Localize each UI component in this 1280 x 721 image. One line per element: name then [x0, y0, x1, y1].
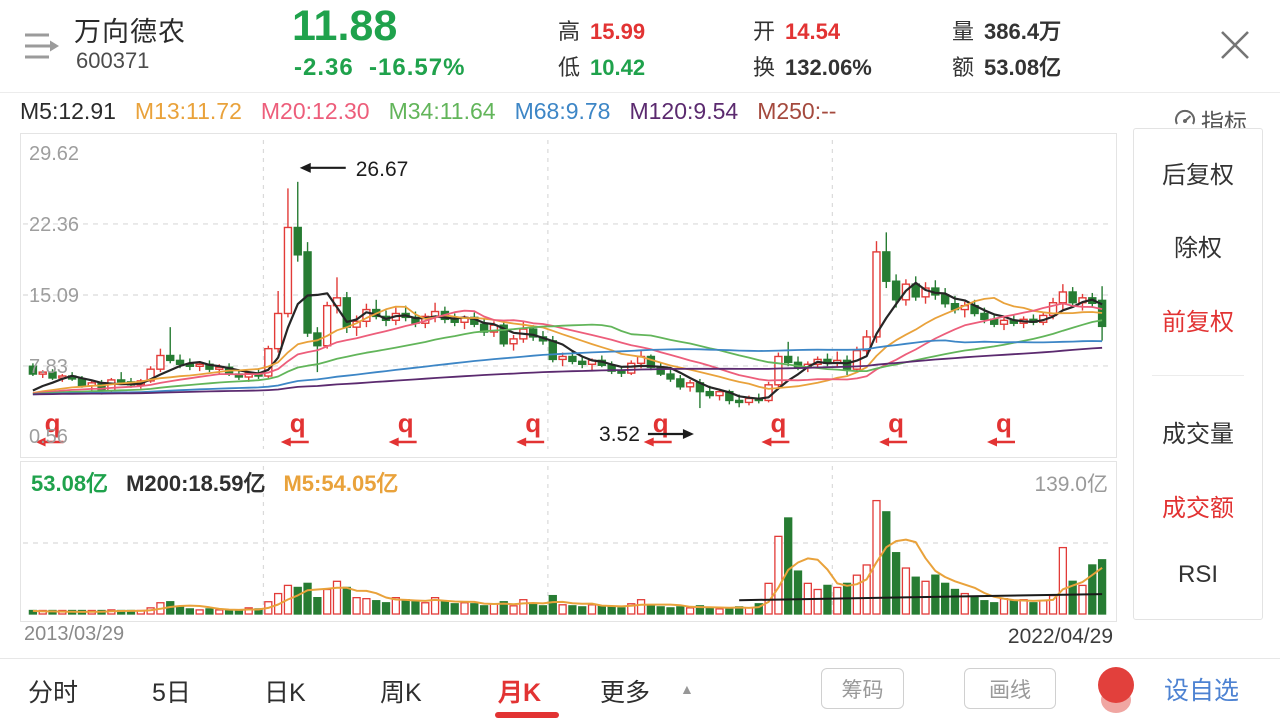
price-change: -2.36 -16.57%: [294, 54, 465, 82]
change-value: -2.36: [294, 54, 354, 81]
sidebar-item-RSI[interactable]: RSI: [1177, 560, 1218, 588]
svg-text:15.09: 15.09: [29, 285, 79, 307]
sidebar-item-前复权[interactable]: 前复权: [1162, 308, 1234, 336]
sidebar-item-成交额[interactable]: 成交额: [1162, 494, 1234, 522]
svg-text:q: q: [770, 408, 786, 438]
stat-value: 10.42: [590, 55, 646, 80]
menu-back-icon[interactable]: [22, 28, 62, 64]
sidebar-divider: [1152, 374, 1244, 376]
close-icon[interactable]: [1214, 24, 1256, 66]
tab-周K[interactable]: 周K: [380, 679, 422, 707]
turnover-scale-max: 139.0亿: [1034, 473, 1108, 496]
svg-text:q: q: [45, 408, 61, 438]
turnover-current: 53.08亿: [31, 471, 109, 496]
main-candlestick-chart[interactable]: q q q q q q q q 26.67 3.52 29.62 22.36 15.09 7.83 0.56: [20, 133, 1117, 458]
stat-value: 53.08亿: [984, 55, 1062, 80]
tab-5日[interactable]: 5日: [152, 679, 191, 707]
change-percent: -16.57%: [369, 54, 466, 81]
tab-分时[interactable]: 分时: [28, 679, 79, 707]
indicator-sidebar: 后复权除权前复权成交量成交额 RSI: [1133, 128, 1263, 620]
ma-legend-item: M5:12.91: [20, 98, 116, 124]
stat-换: 换 132.06%: [753, 50, 872, 82]
last-price: 11.88: [292, 2, 398, 50]
turnover-svg: [23, 466, 1112, 615]
sidebar-item-后复权[interactable]: 后复权: [1162, 162, 1234, 189]
tab-日K[interactable]: 日K: [264, 679, 306, 707]
stat-value: 14.54: [785, 19, 841, 44]
stat-label: 开: [753, 19, 776, 44]
chip-distribution-button[interactable]: 筹码: [821, 668, 904, 709]
period-tabbar: 分时 5日 日K 周K 月K 更多 ▲ 筹码 画线 设自选: [0, 658, 1280, 721]
active-tab-underline: [495, 712, 559, 718]
stat-量: 量 386.4万: [952, 14, 1061, 46]
ma-legend-item: M20:12.30: [260, 98, 370, 124]
ma-legend-item: M13:11.72: [134, 98, 242, 124]
stat-label: 额: [952, 55, 975, 80]
ma-legend-item: M250:--: [757, 98, 837, 124]
date-range-end: 2022/04/29: [1007, 625, 1113, 648]
turnover-m5: M5:54.05亿: [283, 471, 399, 496]
candlestick-svg: q q q q q q q q 26.67 3.52 29.62 22.36 15.09 7.83 0.56: [23, 140, 1112, 449]
stat-额: 额 53.08亿: [952, 50, 1061, 82]
ma-legend-row: M5:12.91 M13:11.72 M20:12.30 M34:11.64 M68:9…: [20, 98, 836, 130]
stat-低: 低 10.42: [558, 50, 645, 82]
svg-text:7.83: 7.83: [29, 356, 68, 378]
more-arrow-icon[interactable]: ▲: [680, 681, 694, 697]
ma-legend-item: M68:9.78: [514, 98, 611, 124]
sidebar-item-成交量[interactable]: 成交量: [1162, 421, 1234, 449]
stock-code: 600371: [76, 48, 150, 73]
stat-value: 386.4万: [984, 19, 1062, 44]
tab-更多[interactable]: 更多: [600, 679, 651, 707]
record-dot-icon[interactable]: [1097, 667, 1137, 715]
stat-高: 高 15.99: [558, 14, 645, 46]
svg-text:q: q: [290, 408, 306, 438]
header: 万向德农 600371 11.88 -2.36 -16.57% 高 15.99 低 1…: [0, 0, 1280, 93]
svg-text:3.52: 3.52: [599, 423, 640, 446]
svg-text:q: q: [996, 408, 1012, 438]
stat-label: 量: [952, 19, 975, 44]
svg-text:22.36: 22.36: [29, 214, 79, 236]
stat-value: 15.99: [590, 19, 646, 44]
stat-label: 高: [558, 19, 581, 44]
svg-text:q: q: [398, 408, 414, 438]
stat-label: 换: [753, 55, 776, 80]
record-dot: [1098, 667, 1134, 703]
gauge-icon: [1175, 109, 1195, 125]
svg-text:0.56: 0.56: [29, 426, 68, 448]
ma-legend-item: M120:9.54: [629, 98, 739, 124]
sidebar-item-除权[interactable]: 除权: [1174, 235, 1222, 263]
stat-value: 132.06%: [785, 55, 872, 80]
stat-label: 低: [558, 55, 581, 80]
turnover-legend: 53.08亿 M200:18.59亿 M5:54.05亿: [31, 466, 398, 498]
svg-text:q: q: [525, 408, 541, 438]
add-watchlist-button[interactable]: 设自选: [1164, 677, 1240, 705]
date-range-start: 2013/03/29: [24, 623, 125, 645]
ma-legend-item: M34:11.64: [388, 98, 496, 124]
turnover-m200: M200:18.59亿: [126, 471, 266, 496]
draw-line-button[interactable]: 画线: [964, 668, 1056, 709]
turnover-chart[interactable]: 53.08亿 M200:18.59亿 M5:54.05亿 139.0亿: [20, 461, 1117, 622]
stat-开: 开 14.54: [753, 14, 840, 46]
svg-text:26.67: 26.67: [356, 158, 409, 181]
svg-text:q: q: [888, 408, 904, 438]
svg-text:q: q: [653, 408, 669, 438]
tab-月K[interactable]: 月K: [498, 679, 542, 707]
stock-name: 万向德农: [74, 17, 186, 47]
svg-text:29.62: 29.62: [29, 143, 79, 165]
